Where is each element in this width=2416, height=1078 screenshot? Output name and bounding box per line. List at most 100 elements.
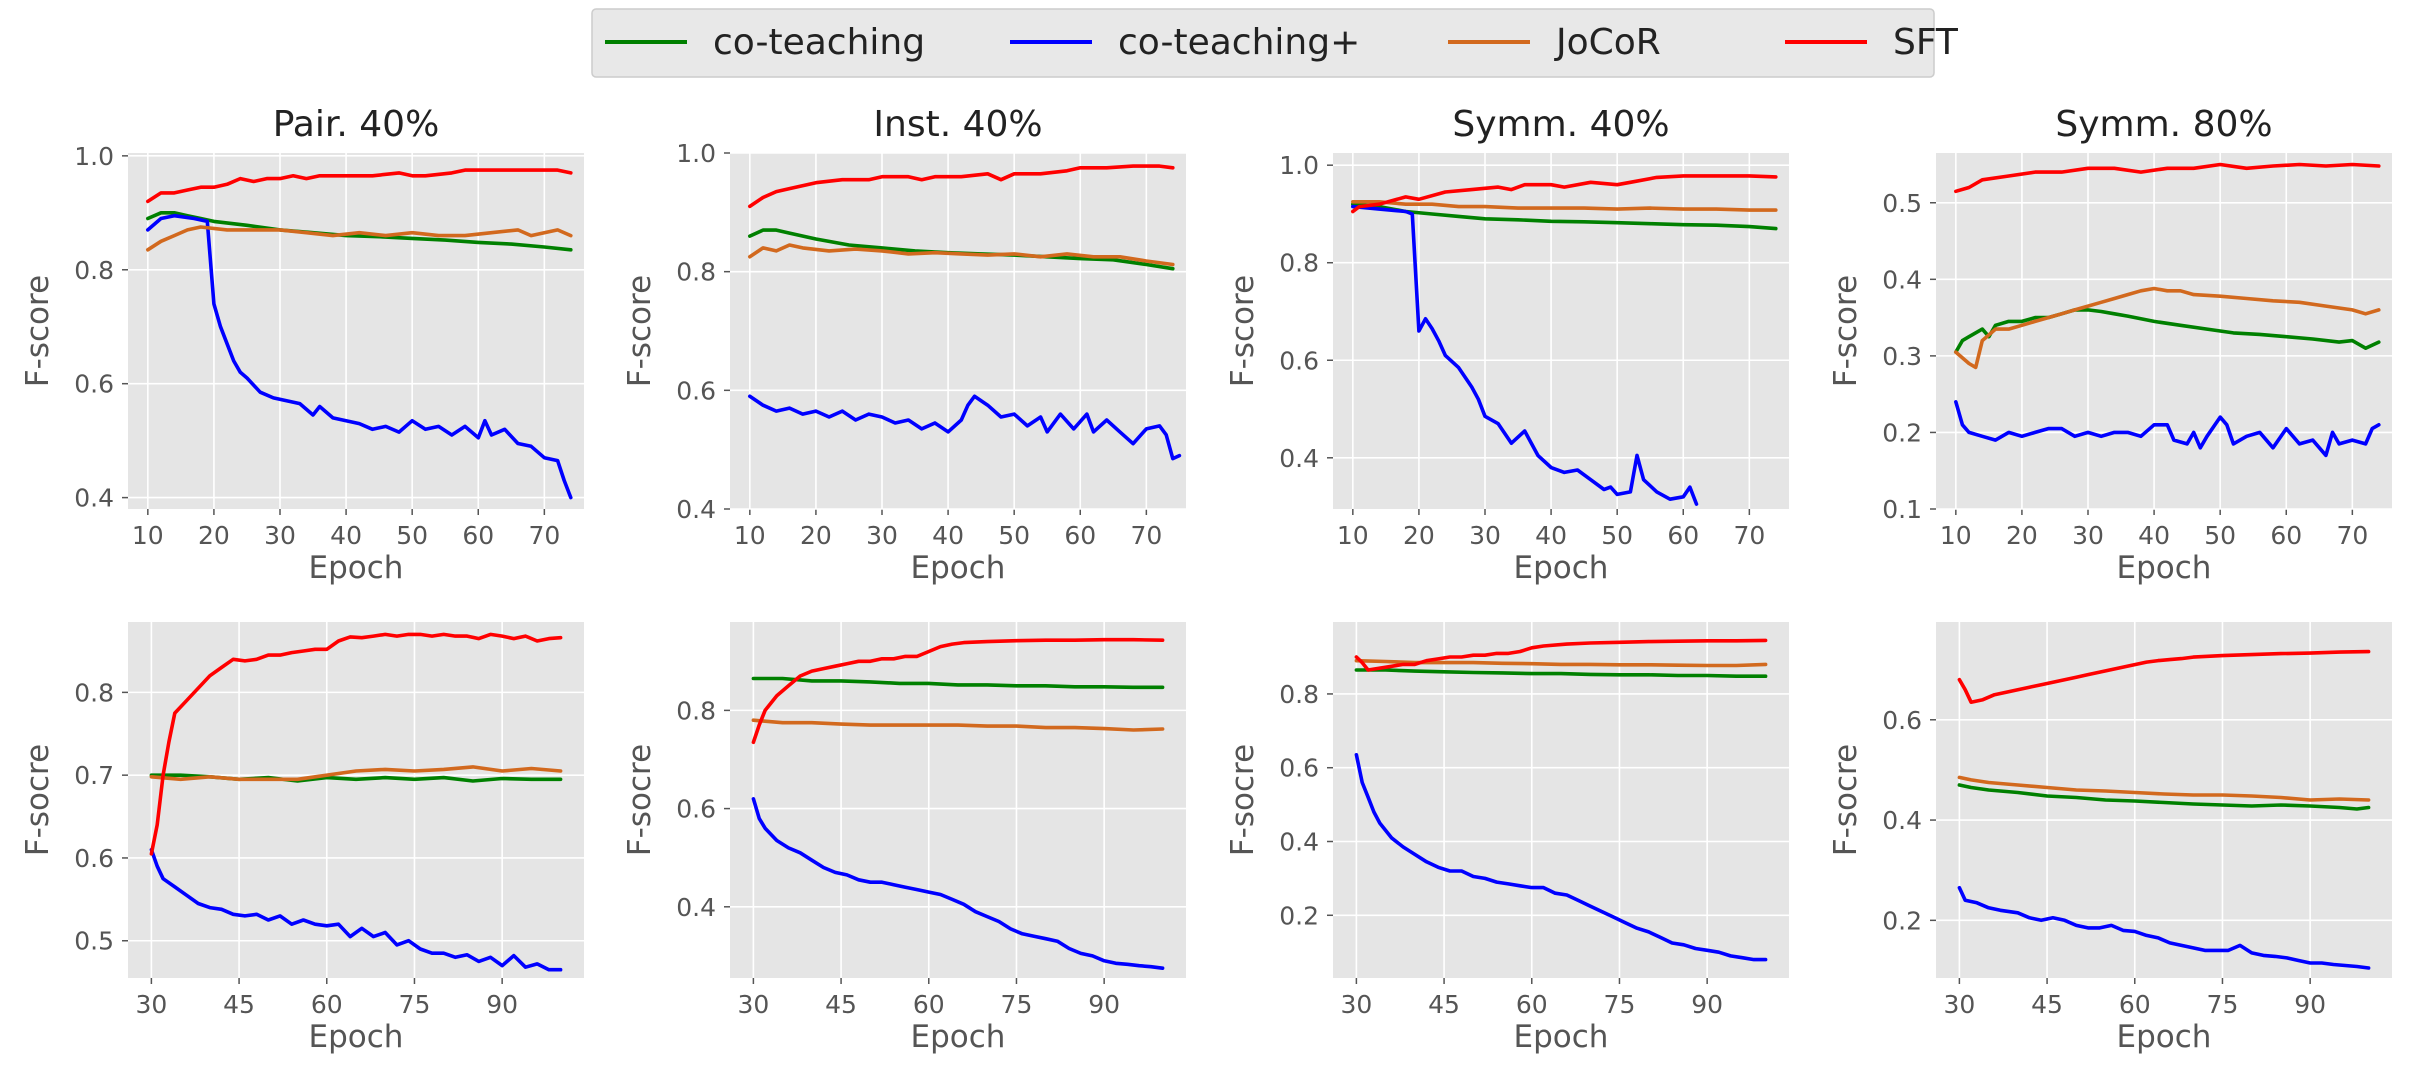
chart-panel-3: 10 20 30 40 50 60 70 0.1 0.2 0.3 0.4 0.5 Symm. 80% Ep… — [1828, 104, 2392, 586]
x-tick-label: 90 — [1691, 990, 1723, 1019]
y-axis-label: F-socre — [622, 744, 658, 856]
chart-title: Symm. 40% — [1452, 104, 1669, 145]
plot-area — [730, 153, 1186, 509]
y-tick-label: 0.2 — [1882, 906, 1922, 935]
series-line-co-teaching — [1354, 668, 1768, 678]
plot-area — [128, 622, 584, 978]
chart-title: Symm. 80% — [2055, 104, 2272, 145]
legend-box — [591, 8, 1935, 78]
series-line-jocor — [146, 225, 573, 252]
x-tick-label: 50 — [396, 521, 428, 550]
y-tick-label: 0.8 — [1279, 680, 1319, 709]
y-tick-label: 0.4 — [1279, 444, 1319, 473]
y-tick-label: 0.6 — [1882, 706, 1922, 735]
x-tick-label: 60 — [2119, 990, 2151, 1019]
x-tick-label: 60 — [311, 990, 343, 1019]
y-tick-label: 0.4 — [74, 484, 114, 513]
y-tick-label: 0.4 — [676, 495, 716, 524]
x-tick-label: 30 — [264, 521, 296, 550]
x-axis-label: Epoch — [309, 1019, 404, 1055]
legend-label-1: co-teaching+ — [1118, 22, 1360, 63]
x-tick-label: 50 — [1601, 521, 1633, 550]
chart-panel-5: 30 45 60 75 90 0.4 0.6 0.8 Epoch F-socre — [622, 622, 1186, 1055]
x-tick-label: 40 — [330, 521, 362, 550]
x-tick-label: 30 — [2072, 521, 2104, 550]
y-tick-label: 0.6 — [676, 795, 716, 824]
y-tick-label: 0.8 — [676, 258, 716, 287]
chart-panel-2: 10 20 30 40 50 60 70 0.4 0.6 0.8 1.0 Symm. 40% Epoch… — [1225, 104, 1789, 586]
y-tick-label: 0.6 — [74, 370, 114, 399]
x-tick-label: 45 — [1428, 990, 1460, 1019]
series-line-co-teaching — [1957, 783, 2371, 811]
x-tick-label: 30 — [1943, 990, 1975, 1019]
x-axis-label: Epoch — [309, 550, 404, 586]
x-tick-label: 90 — [2294, 990, 2326, 1019]
x-tick-label: 75 — [399, 990, 431, 1019]
y-axis-label: F-socre — [20, 744, 56, 856]
series-line-sft — [1957, 649, 2371, 704]
x-tick-label: 10 — [1940, 521, 1972, 550]
series-line-co-teaching- — [1351, 204, 1699, 506]
y-tick-label: 0.4 — [1882, 265, 1922, 294]
y-tick-label: 0.8 — [74, 256, 114, 285]
x-axis-label: Epoch — [2117, 550, 2212, 586]
legend-label-2: JoCoR — [1554, 22, 1661, 63]
chart-title: Pair. 40% — [273, 104, 440, 145]
y-tick-label: 0.6 — [74, 844, 114, 873]
y-tick-label: 0.2 — [1279, 901, 1319, 930]
y-tick-label: 1.0 — [676, 139, 716, 168]
x-tick-label: 60 — [462, 521, 494, 550]
x-tick-label: 90 — [1088, 990, 1120, 1019]
legend-label-0: co-teaching — [713, 22, 925, 63]
series-line-jocor — [751, 718, 1165, 732]
x-axis-label: Epoch — [911, 550, 1006, 586]
plot-area — [1936, 153, 2392, 509]
series-line-sft — [1954, 162, 2381, 194]
x-axis-label: Epoch — [2117, 1019, 2212, 1055]
x-tick-label: 45 — [825, 990, 857, 1019]
y-axis-label: F-socre — [1828, 744, 1864, 856]
x-tick-label: 45 — [223, 990, 255, 1019]
legend-label-3: SFT — [1893, 22, 1959, 63]
plot-area — [1333, 622, 1789, 978]
y-tick-label: 0.8 — [74, 678, 114, 707]
x-axis-label: Epoch — [1514, 550, 1609, 586]
x-tick-label: 40 — [932, 521, 964, 550]
series-line-sft — [146, 168, 573, 204]
x-tick-label: 60 — [1667, 521, 1699, 550]
x-tick-label: 40 — [1535, 521, 1567, 550]
x-tick-label: 30 — [135, 990, 167, 1019]
x-tick-label: 75 — [1001, 990, 1033, 1019]
x-tick-label: 70 — [2336, 521, 2368, 550]
chart-panel-1: 10 20 30 40 50 60 70 0.4 0.6 0.8 1.0 Inst. 40% Epoch… — [622, 104, 1186, 586]
x-tick-label: 10 — [132, 521, 164, 550]
x-tick-label: 50 — [998, 521, 1030, 550]
chart-panel-4: 30 45 60 75 90 0.5 0.6 0.7 0.8 Epoch F-socre — [20, 622, 584, 1055]
series-line-co-teaching- — [1954, 400, 2381, 458]
y-tick-label: 0.3 — [1882, 342, 1922, 371]
y-tick-label: 0.8 — [1279, 249, 1319, 278]
legend: co-teaching co-teaching+ JoCoR SFT — [591, 8, 1959, 78]
series-line-jocor — [1954, 286, 2381, 370]
x-tick-label: 90 — [486, 990, 518, 1019]
panels: 10 20 30 40 50 60 70 0.4 0.6 0.8 1.0 Pair. 40% Epoch… — [20, 104, 2392, 1055]
x-tick-label: 20 — [198, 521, 230, 550]
x-tick-label: 20 — [2006, 521, 2038, 550]
series-line-jocor — [149, 765, 563, 782]
x-tick-label: 30 — [1340, 990, 1372, 1019]
chart-panel-6: 30 45 60 75 90 0.2 0.4 0.6 0.8 Epoch F-socre — [1225, 622, 1789, 1055]
chart-panel-0: 10 20 30 40 50 60 70 0.4 0.6 0.8 1.0 Pair. 40% Epoch… — [20, 104, 584, 586]
x-tick-label: 20 — [800, 521, 832, 550]
x-tick-label: 70 — [1733, 521, 1765, 550]
series-line-co-teaching- — [751, 797, 1165, 970]
plot-area — [128, 153, 584, 509]
x-tick-label: 30 — [737, 990, 769, 1019]
series-line-sft — [751, 637, 1165, 745]
x-tick-label: 60 — [2270, 521, 2302, 550]
y-tick-label: 0.4 — [676, 893, 716, 922]
y-tick-label: 0.4 — [1882, 806, 1922, 835]
x-tick-label: 50 — [2204, 521, 2236, 550]
x-tick-label: 70 — [528, 521, 560, 550]
series-line-sft — [149, 632, 563, 856]
